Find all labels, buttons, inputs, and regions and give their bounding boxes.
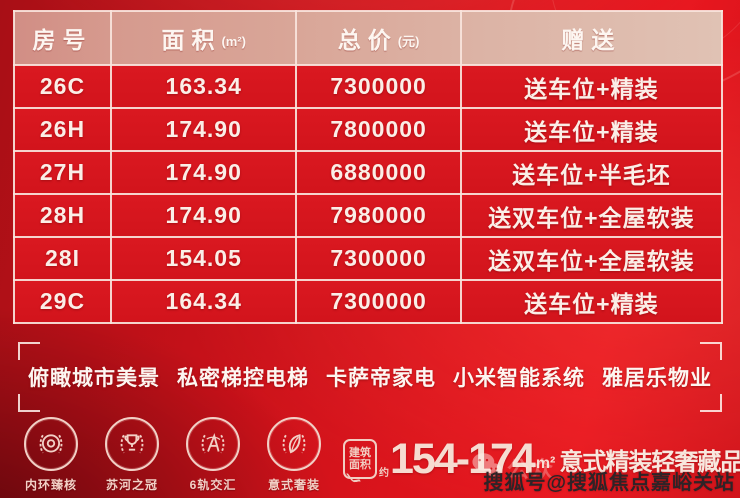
feature-strip: 俯瞰城市美景 私密梯控电梯 卡萨帝家电 小米智能系统 雅居乐物业 — [18, 342, 722, 412]
col-header-room: 房号 — [13, 10, 112, 66]
cell-price: 7300000 — [295, 64, 462, 109]
badge-label: 内环臻核 — [24, 478, 77, 492]
medal-seal-icon — [24, 417, 78, 471]
area-unit-label: (m²) — [221, 34, 246, 49]
table-header-row: 房号 面积(m²) 总价(元) 赠送 — [13, 10, 724, 66]
badge-label: 6轨交汇 — [189, 478, 237, 492]
table-row: 29C 164.34 7300000 送车位+精装 — [13, 279, 724, 324]
sohu-account-watermark: 搜狐号@搜狐焦点嘉峪关站 — [483, 472, 735, 494]
col-header-price: 总价(元) — [295, 10, 462, 66]
wechat-watermark-text: 公众 — [507, 456, 556, 482]
rail-hub-icon — [186, 417, 240, 471]
approx-label: 约 — [379, 468, 389, 479]
leaf-icon — [267, 417, 321, 471]
badge-row: 内环臻核 苏河之冠 6轨交汇 — [20, 417, 325, 493]
feature-appliances: 卡萨帝家电 — [326, 367, 436, 390]
cell-gift: 送车位+精装 — [459, 107, 724, 152]
bracket-top-right — [700, 342, 722, 360]
cell-room: 26H — [13, 107, 112, 152]
table-row: 27H 174.90 6880000 送车位+半毛坯 — [13, 150, 724, 195]
table-row: 26C 163.34 7300000 送车位+精装 — [13, 64, 724, 109]
feature-property-mgmt: 雅居乐物业 — [602, 367, 712, 390]
cell-room: 29C — [13, 279, 112, 324]
bracket-bottom-left — [18, 394, 40, 412]
cell-area: 154.05 — [109, 236, 298, 281]
price-table: 房号 面积(m²) 总价(元) 赠送 26C 163.34 7300000 送车… — [13, 10, 724, 324]
cell-price: 7800000 — [295, 107, 462, 152]
cell-price: 6880000 — [295, 150, 462, 195]
col-header-area-label: 面积 — [161, 27, 222, 53]
bracket-bottom-right — [700, 394, 722, 412]
cell-price: 7980000 — [295, 193, 462, 238]
col-header-room-label: 房号 — [32, 27, 93, 53]
promo-line: 建筑 面积 约 154-174 m² 意式精装轻奢藏品 — [343, 431, 740, 487]
bubble-line-2: 面积 — [349, 459, 371, 471]
cell-area: 174.90 — [109, 107, 298, 152]
cell-gift: 送车位+精装 — [459, 279, 724, 324]
col-header-price-label: 总价 — [337, 27, 398, 53]
col-header-gift-label: 赠送 — [561, 27, 622, 53]
cell-room: 28I — [13, 236, 112, 281]
cell-gift: 送车位+半毛坯 — [459, 150, 724, 195]
cell-gift: 送双车位+全屋软装 — [459, 236, 724, 281]
tagline: 意式精装轻奢藏品 — [559, 448, 740, 476]
trophy-icon — [105, 417, 159, 471]
cell-area: 174.90 — [109, 150, 298, 195]
table-row: 26H 174.90 7800000 送车位+精装 — [13, 107, 724, 152]
cell-price: 7300000 — [295, 279, 462, 324]
building-area-bubble: 建筑 面积 — [343, 439, 377, 479]
cell-area: 163.34 — [109, 64, 298, 109]
table-row: 28I 154.05 7300000 送双车位+全屋软装 — [13, 236, 724, 281]
col-header-gift: 赠送 — [459, 10, 724, 66]
price-unit-label: (元) — [397, 34, 420, 49]
cell-gift: 送双车位+全屋软装 — [459, 193, 724, 238]
feature-city-view: 俯瞰城市美景 — [28, 367, 160, 390]
cell-area: 174.90 — [109, 193, 298, 238]
area-range-unit: m² — [535, 455, 556, 472]
cell-area: 164.34 — [109, 279, 298, 324]
badge-river-crown: 苏河之冠 — [101, 417, 163, 493]
bubble-line-1: 建筑 — [349, 447, 371, 459]
badge-label: 意式奢装 — [267, 478, 320, 492]
feature-smart-system: 小米智能系统 — [453, 367, 585, 390]
wechat-icon — [470, 450, 504, 485]
badge-italian-decor: 意式奢装 — [263, 417, 325, 493]
table-row: 28H 174.90 7980000 送双车位+全屋软装 — [13, 193, 724, 238]
feature-elevator: 私密梯控电梯 — [177, 367, 309, 390]
cell-room: 27H — [13, 150, 112, 195]
cell-price: 7300000 — [295, 236, 462, 281]
cell-gift: 送车位+精装 — [459, 64, 724, 109]
badge-rail-hub: 6轨交汇 — [182, 417, 244, 493]
wechat-watermark: 公众 — [470, 450, 555, 485]
cell-room: 26C — [13, 64, 112, 109]
bracket-top-left — [18, 342, 40, 360]
cell-room: 28H — [13, 193, 112, 238]
badge-inner-ring: 内环臻核 — [20, 417, 82, 493]
unit-price-table: 房号 面积(m²) 总价(元) 赠送 26C 163.34 7300000 送车… — [13, 10, 724, 324]
badge-label: 苏河之冠 — [105, 478, 158, 492]
col-header-area: 面积(m²) — [109, 10, 298, 66]
area-range-value: 154-174 — [390, 434, 536, 483]
